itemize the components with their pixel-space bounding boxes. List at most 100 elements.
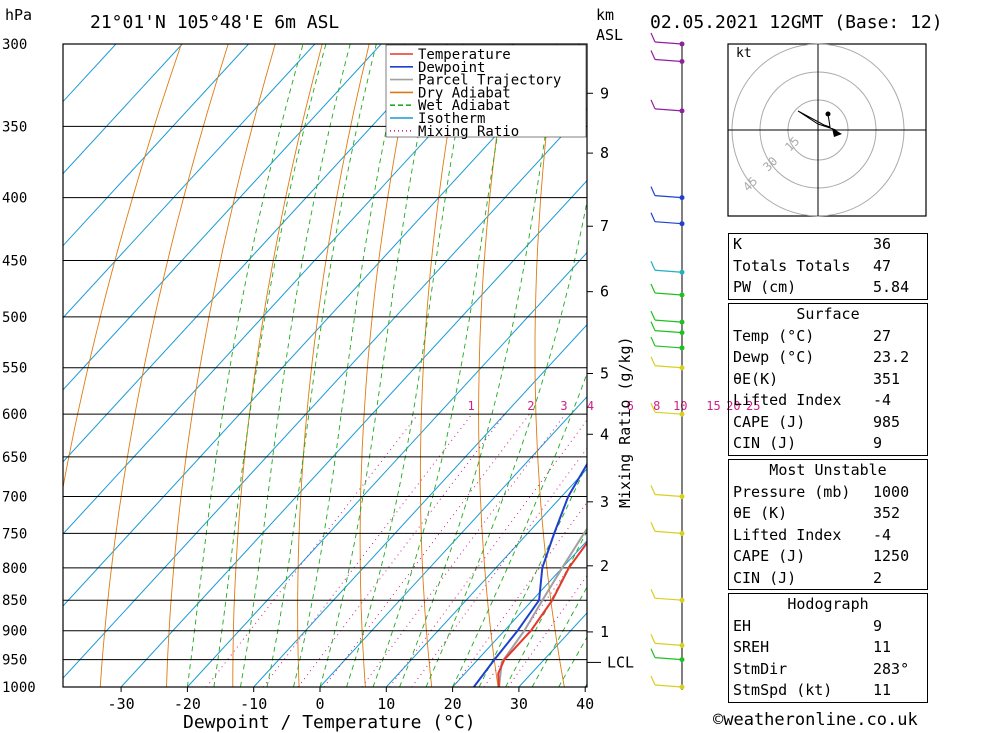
- mixing-ratio-line: [452, 501, 587, 687]
- mixing-ratio-label: 15: [706, 399, 720, 413]
- wind-barb-flag: [650, 310, 656, 321]
- dry-adiabat-line: [359, 44, 417, 687]
- x-tick-label: 10: [377, 695, 395, 713]
- wind-barb-shaft: [654, 657, 683, 661]
- pressure-tick-label: 700: [2, 490, 27, 506]
- x-axis-label: Dewpoint / Temperature (°C): [183, 712, 476, 733]
- wind-barb-flag: [650, 321, 656, 331]
- wind-barb-shaft: [654, 108, 683, 112]
- plot-frame: [62, 43, 588, 688]
- pressure-tick-label: 900: [2, 624, 27, 640]
- wind-barb-shaft: [654, 330, 683, 334]
- x-tick-label: 40: [576, 695, 594, 713]
- dewpoint-line: [473, 462, 587, 687]
- km-tick-label: 6: [600, 283, 609, 301]
- surface-theta-value: 351: [873, 369, 901, 388]
- isotherm-line: [63, 44, 249, 247]
- k-value: 36: [873, 235, 892, 253]
- km-tick-label: 9: [600, 84, 609, 102]
- wind-barb-shaft: [654, 292, 683, 296]
- mu-cin-label: CIN (J): [733, 568, 797, 587]
- sreh-value: 11: [873, 638, 892, 656]
- wind-barb-flag: [650, 485, 656, 495]
- wet-adiabat-line: [505, 530, 587, 687]
- surface-theta-label: θE(K): [733, 369, 779, 388]
- wind-barb-flag: [650, 50, 656, 60]
- wind-barb-flag: [650, 356, 656, 366]
- wet-adiabat-line: [186, 44, 304, 687]
- datetime-title: 02.05.2021 12GMT (Base: 12): [650, 12, 943, 33]
- mixing-ratio-label: 10: [673, 399, 687, 413]
- wind-barb-flag: [650, 648, 656, 658]
- wind-barb-flag: [650, 522, 656, 532]
- km-tick-label: 4: [600, 425, 609, 443]
- storm-motion-arrow: [832, 128, 842, 137]
- km-tick-label: 1: [600, 623, 609, 641]
- location-title: 21°01'N 105°48'E 6m ASL: [90, 12, 339, 33]
- sreh-label: SREH: [733, 638, 770, 656]
- surface-cape-value: 985: [873, 412, 901, 431]
- x-tick-label: 0: [315, 695, 324, 713]
- mu-cape-value: 1250: [873, 547, 910, 565]
- mixing-ratio-label: 6: [627, 399, 634, 413]
- indices-table: K 36 Totals Totals 47 PW (cm) 5.84: [728, 233, 928, 300]
- surface-table: Surface Temp (°C) 27 Dewp (°C) 23.2 θE(K) 3…: [728, 303, 928, 456]
- km-tick-label: 7: [600, 217, 609, 235]
- stmdir-label: StmDir: [733, 659, 788, 678]
- wind-barb-shaft: [654, 642, 683, 646]
- mixing-ratio-label: 2: [527, 399, 534, 413]
- x-tick-label: 20: [444, 695, 462, 713]
- x-tick-label: 30: [510, 695, 528, 713]
- mixing-ratio-label: 4: [587, 399, 594, 413]
- stmspd-value: 11: [873, 681, 892, 699]
- temperature-line: [497, 541, 587, 687]
- isotherm-line: [120, 179, 587, 687]
- mixing-ratio-line: [411, 447, 587, 687]
- isotherm-line: [385, 468, 587, 687]
- wind-barb-flag: [650, 32, 656, 43]
- wind-barb-flag: [650, 283, 656, 294]
- wind-barb-flag: [650, 402, 656, 413]
- wind-barb-flag: [650, 675, 656, 686]
- hodograph-point: [825, 111, 831, 117]
- mu-cape-label: CAPE (J): [733, 547, 806, 565]
- parcel-trajectory-line: [498, 526, 587, 687]
- x-tick-label: -30: [108, 695, 135, 713]
- dry-adiabat-line: [980, 44, 1000, 687]
- mixing-ratio-line: [297, 413, 506, 687]
- legend-entry: Dewpoint: [418, 60, 485, 76]
- x-tick-label: -20: [174, 695, 201, 713]
- pressure-tick-label: 800: [2, 561, 27, 577]
- surface-title: Surface: [796, 305, 860, 323]
- legend-box: [385, 44, 587, 138]
- tt-label: Totals Totals: [733, 256, 851, 275]
- mixing-ratio-line: [361, 413, 566, 687]
- legend-entry: Temperature: [418, 47, 511, 63]
- mu-pressure-label: Pressure (mb): [733, 482, 851, 501]
- pw-label: PW (cm): [733, 278, 797, 296]
- pressure-tick-label: 650: [2, 450, 27, 466]
- wind-barb-shaft: [654, 597, 683, 601]
- wind-barb-flag: [650, 99, 656, 110]
- dry-adiabat-line: [166, 44, 276, 687]
- stmdir-value: 283°: [873, 659, 910, 678]
- mixing-ratio-label: 3: [560, 399, 567, 413]
- wet-adiabat-line: [531, 586, 587, 687]
- profiles: [473, 462, 587, 687]
- wet-adiabat-line: [319, 44, 437, 687]
- height-unit: km: [596, 6, 614, 24]
- wind-barb-shaft: [654, 58, 683, 63]
- footer-credit: ©weatheronline.co.uk: [713, 710, 918, 730]
- surface-temp-value: 27: [873, 326, 892, 345]
- pressure-tick-label: 500: [2, 310, 27, 326]
- hodograph-table: Hodograph EH 9 SREH 11 StmDir 283° StmSpd (…: [728, 593, 928, 703]
- wind-barb-shaft: [654, 269, 683, 273]
- dry-adiabat-line: [99, 44, 229, 687]
- pressure-tick-label: 600: [2, 407, 27, 423]
- isotherm-line: [63, 44, 448, 463]
- mu-cin-value: 2: [873, 568, 883, 587]
- dry-adiabat-line: [419, 44, 464, 687]
- wind-barb-shaft: [654, 365, 683, 369]
